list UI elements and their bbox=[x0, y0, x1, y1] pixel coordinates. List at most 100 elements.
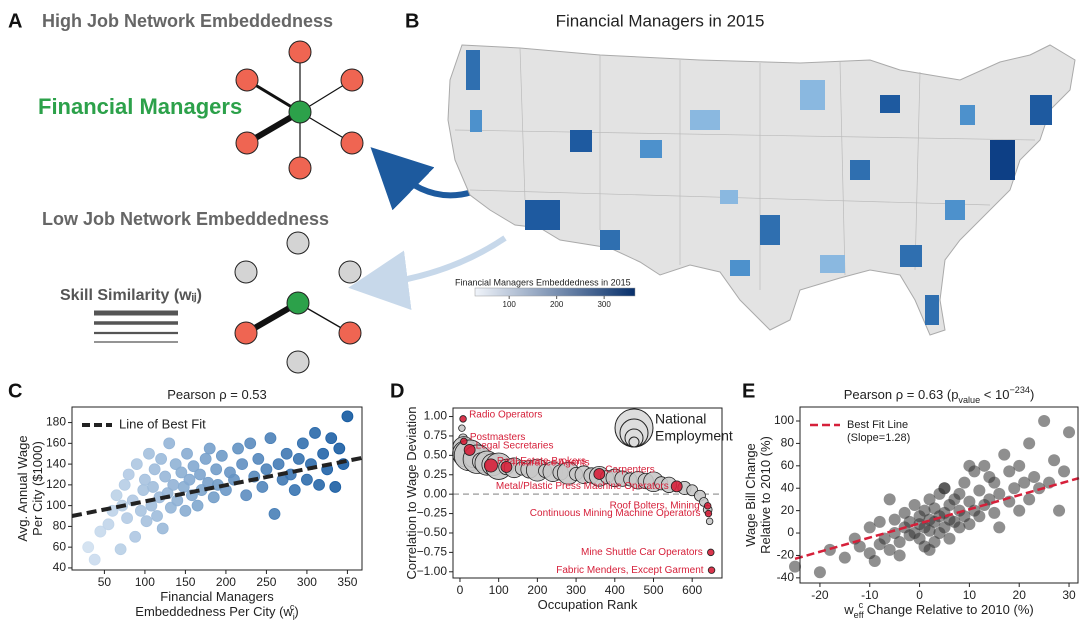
size-legend-circles bbox=[614, 408, 654, 448]
point bbox=[593, 468, 606, 480]
point bbox=[203, 442, 216, 455]
point bbox=[883, 543, 896, 556]
label-part: eff bbox=[854, 610, 864, 620]
point bbox=[148, 463, 161, 476]
y-tick-label: 180 bbox=[46, 415, 66, 429]
x-tick-label: 500 bbox=[643, 583, 663, 597]
point bbox=[958, 476, 971, 489]
point bbox=[252, 453, 265, 465]
point bbox=[813, 566, 826, 579]
point bbox=[181, 447, 193, 460]
arrow-low bbox=[348, 235, 507, 311]
y-tick-label: −0.25 bbox=[417, 506, 448, 520]
point bbox=[268, 508, 281, 520]
point bbox=[973, 484, 986, 497]
label-part: Financial Managers bbox=[160, 589, 274, 604]
label-part: w bbox=[843, 602, 854, 617]
point bbox=[1023, 437, 1036, 450]
point bbox=[707, 548, 715, 557]
point bbox=[292, 453, 305, 465]
arrow-high bbox=[370, 147, 473, 211]
point bbox=[134, 504, 147, 517]
point bbox=[88, 553, 101, 566]
point bbox=[121, 512, 133, 524]
skill-label: Skill Similarity (wᵢⱼ) bbox=[60, 287, 202, 304]
point bbox=[94, 525, 107, 538]
x-tick-label: 600 bbox=[682, 583, 702, 597]
point bbox=[789, 560, 802, 573]
label-part: value bbox=[958, 395, 980, 405]
colorbar-tick-label: 300 bbox=[597, 300, 611, 309]
point bbox=[1063, 426, 1076, 439]
label-part: j bbox=[292, 612, 295, 620]
y-tick-label: −0.75 bbox=[417, 545, 448, 559]
point bbox=[863, 521, 876, 534]
point bbox=[953, 487, 966, 500]
point bbox=[1038, 415, 1051, 428]
point bbox=[309, 427, 321, 439]
point bbox=[993, 487, 1006, 500]
point bbox=[463, 444, 476, 456]
point bbox=[169, 458, 182, 471]
point bbox=[199, 453, 212, 465]
point bbox=[159, 470, 172, 483]
point bbox=[883, 493, 896, 506]
x-tick-label: 50 bbox=[98, 575, 112, 589]
point-label: Radio Operators bbox=[469, 410, 542, 421]
x-tick-label: 0 bbox=[916, 588, 923, 602]
y-tick-label: 0 bbox=[787, 525, 794, 539]
point bbox=[963, 459, 976, 472]
label-part: < 10 bbox=[980, 387, 1009, 402]
point bbox=[1058, 465, 1071, 478]
x-tick-label: 300 bbox=[297, 575, 317, 589]
point bbox=[1028, 471, 1041, 484]
point bbox=[1003, 465, 1016, 478]
point-label: Carpenters bbox=[605, 465, 654, 476]
point bbox=[244, 437, 257, 450]
point bbox=[137, 484, 150, 496]
point bbox=[296, 437, 309, 450]
point bbox=[1013, 459, 1026, 472]
x-tick-label: 300 bbox=[566, 583, 586, 597]
label-part: c bbox=[859, 600, 864, 610]
point bbox=[938, 482, 951, 495]
y-tick-label: 0.25 bbox=[424, 467, 448, 481]
point bbox=[143, 447, 155, 460]
label-part: Occupation Rank bbox=[538, 597, 638, 612]
y-tick-label: 100 bbox=[774, 413, 794, 427]
y-tick-label: -40 bbox=[777, 570, 795, 584]
point bbox=[114, 543, 127, 556]
point bbox=[483, 458, 498, 473]
point bbox=[838, 551, 851, 564]
x-axis-label: Embeddedness Per City (wjc) bbox=[135, 602, 298, 620]
y-tick-label: 40 bbox=[53, 560, 67, 574]
point-label: Legal Secretaries bbox=[476, 441, 554, 452]
panel-letter: D bbox=[390, 380, 404, 402]
point-label: Real Estate Brokers bbox=[497, 456, 586, 467]
point bbox=[179, 504, 192, 517]
point bbox=[260, 463, 273, 476]
x-tick-label: 400 bbox=[605, 583, 625, 597]
point bbox=[240, 489, 253, 502]
y-tick-label: 0.75 bbox=[424, 428, 448, 442]
label-part: Change Relative to 2010 (%) bbox=[863, 602, 1034, 617]
label-part: Relative to 2010 (%) bbox=[758, 436, 773, 554]
label-part: Correlation to Wage Deviation bbox=[404, 407, 419, 580]
y-axis-label: Correlation to Wage Deviation bbox=[404, 407, 419, 580]
chart-title: Pearson ρ = 0.53 bbox=[167, 387, 267, 402]
point bbox=[236, 458, 249, 471]
point bbox=[110, 489, 123, 502]
y-axis-label: Per City ($1000) bbox=[30, 441, 45, 536]
point bbox=[102, 518, 115, 531]
point bbox=[973, 510, 986, 523]
state-borders bbox=[454, 47, 1036, 290]
point bbox=[1023, 493, 1036, 506]
focus-label: Financial Managers bbox=[38, 94, 242, 119]
y-tick-label: 60 bbox=[53, 539, 67, 553]
heading-low: Low Job Network Embeddedness bbox=[42, 209, 329, 229]
point bbox=[918, 504, 931, 517]
point-label: Insurance Agents bbox=[512, 458, 589, 469]
point bbox=[998, 448, 1011, 461]
legend-label: Line of Best Fit bbox=[119, 416, 206, 431]
x-tick-label: 350 bbox=[337, 575, 357, 589]
